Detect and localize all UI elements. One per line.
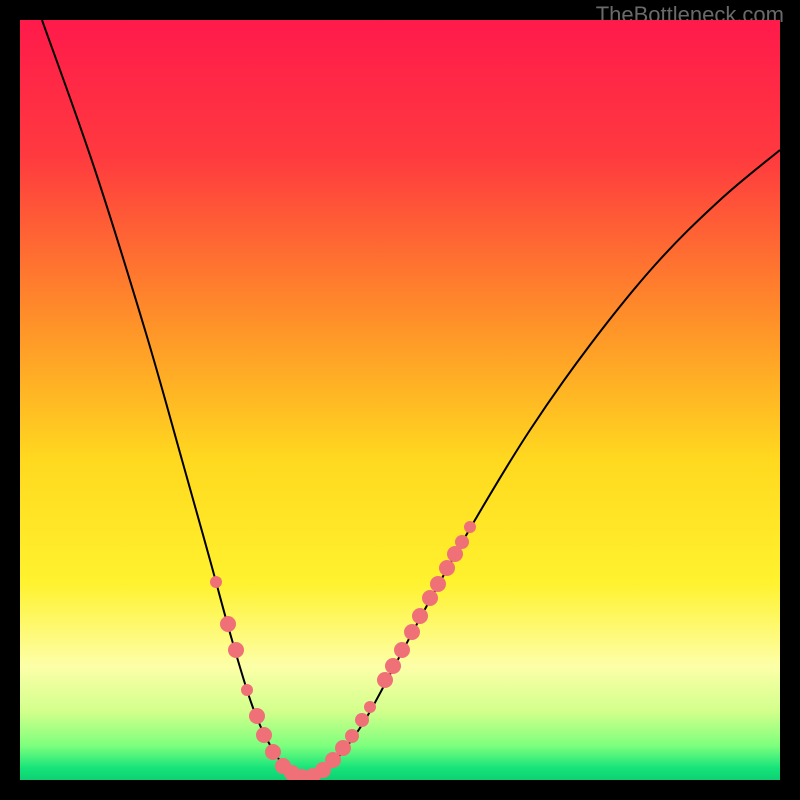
curve-marker <box>241 684 253 696</box>
chart-root: TheBottleneck.com <box>0 0 800 800</box>
curve-marker <box>210 576 222 588</box>
chart-svg <box>0 0 800 800</box>
curve-marker <box>422 590 438 606</box>
curve-marker <box>394 642 410 658</box>
curve-marker <box>265 744 281 760</box>
curve-marker <box>364 701 376 713</box>
curve-marker <box>385 658 401 674</box>
curve-marker <box>228 642 244 658</box>
curve-marker <box>256 727 272 743</box>
curve-marker <box>455 535 469 549</box>
curve-marker <box>335 740 351 756</box>
curve-marker <box>355 713 369 727</box>
curve-marker <box>404 624 420 640</box>
curve-marker <box>412 608 428 624</box>
curve-marker <box>430 576 446 592</box>
curve-marker <box>345 729 359 743</box>
curve-marker <box>464 521 476 533</box>
curve-marker <box>377 672 393 688</box>
curve-marker <box>439 560 455 576</box>
curve-marker <box>220 616 236 632</box>
curve-marker <box>249 708 265 724</box>
